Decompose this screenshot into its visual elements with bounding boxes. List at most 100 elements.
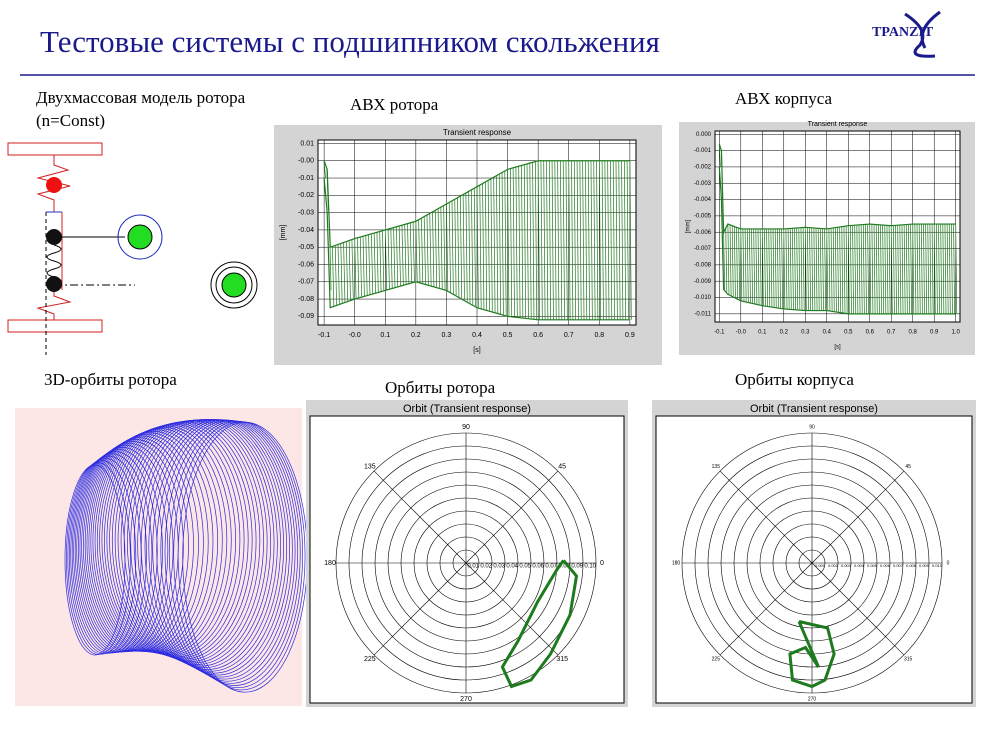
grid-spoke	[465, 562, 559, 656]
r-tick-label: 0.08	[558, 564, 570, 570]
y-tick-label: -0.04	[298, 227, 314, 234]
grid-spoke	[719, 562, 813, 656]
r-tick-label: 0.04	[506, 564, 518, 570]
envelope-line	[323, 160, 630, 249]
y-tick-label: -0.006	[694, 230, 712, 236]
x-tick-label: 0.8	[909, 330, 918, 336]
section-label: Двухмассовая модель ротора	[36, 88, 246, 107]
oscillation	[323, 160, 632, 320]
y-axis-label: [mm]	[686, 220, 692, 234]
y-tick-label: -0.007	[694, 246, 712, 252]
response-chart: Transient response [s] [mm] -0.1 -0.0 0.1 0.2 0…	[679, 121, 975, 355]
x-tick-label: 0.9	[930, 330, 939, 336]
orbit-3d-line	[156, 419, 293, 680]
y-tick-label: -0.010	[694, 295, 712, 301]
x-tick-label: -0.1	[318, 332, 330, 339]
r-tick-label: 0.005	[867, 563, 878, 568]
orbit-3d-line	[164, 420, 299, 684]
angle-label: 225	[712, 656, 721, 662]
orbit-3d-panel	[15, 408, 302, 706]
orbit-chart: Orbit (Transient response)0.01 0.02 0.03 0.…	[306, 400, 628, 707]
y-tick-label: -0.09	[298, 313, 314, 320]
x-tick-label: 0.1	[380, 332, 390, 339]
x-tick-label: 0.5	[503, 332, 513, 339]
grid-spoke	[811, 470, 905, 564]
orbit-path	[788, 620, 836, 689]
x-tick-label: 0.2	[411, 332, 421, 339]
r-tick-label: 0.002	[828, 563, 839, 568]
orbit-3d	[64, 419, 308, 693]
spring	[36, 290, 72, 320]
grid-spoke	[719, 470, 813, 564]
x-tick-label: 0.5	[844, 330, 853, 336]
logo-mark	[904, 10, 941, 58]
response-chart: Transient response [s] [mm] -0.1 -0.0 0.1 0.2 0…	[274, 125, 662, 365]
angle-label: 270	[808, 696, 817, 702]
angle-label: 135	[364, 464, 376, 471]
envelope-line	[323, 177, 630, 321]
y-tick-label: 0.000	[696, 132, 712, 138]
chart-title: Orbit (Transient response)	[403, 403, 531, 415]
y-tick-label: -0.03	[298, 209, 314, 216]
x-tick-label: 0.7	[887, 330, 896, 336]
chart-title: Transient response	[808, 121, 868, 128]
angle-label: 315	[904, 656, 913, 662]
x-tick-label: 0.7	[564, 332, 574, 339]
r-tick-label: 0.010	[932, 563, 943, 568]
x-tick-label: 0.1	[758, 330, 767, 336]
oscillation	[718, 144, 958, 314]
mass	[46, 229, 62, 245]
x-tick-label: 0.2	[780, 330, 789, 336]
r-tick-label: 0.004	[854, 563, 865, 568]
r-tick-label: 0.05	[519, 564, 531, 570]
casing-ring	[215, 266, 253, 304]
envelope-line	[718, 166, 956, 315]
y-tick-label: -0.002	[694, 164, 712, 170]
orbit-3d-line	[168, 420, 301, 686]
r-tick-label: 0.02	[480, 564, 492, 570]
orbit-3d-line	[152, 419, 290, 678]
r-tick-label: 0.03	[493, 564, 505, 570]
angle-label: 225	[364, 656, 376, 663]
angle-label: 180	[672, 560, 681, 566]
chart-title: Orbit (Transient response)	[750, 403, 878, 415]
r-tick-label: 0.006	[880, 563, 891, 568]
x-tick-label: 1.0	[952, 330, 961, 336]
orbit-3d-line	[177, 421, 306, 691]
y-tick-label: -0.05	[298, 244, 314, 251]
x-tick-label: -0.1	[714, 330, 725, 336]
bearing-top	[7, 142, 103, 156]
angle-label: 135	[712, 464, 721, 470]
angle-label: 315	[556, 656, 568, 663]
x-axis-label: [s]	[834, 345, 841, 351]
logo-text: TPANZIT	[872, 25, 934, 40]
angle-label: 90	[462, 424, 470, 431]
chart-title: Transient response	[443, 128, 512, 137]
grid-spoke	[373, 470, 467, 564]
orbit-path	[500, 559, 579, 689]
r-tick-label: 0.10	[584, 564, 596, 570]
x-tick-label: 0.9	[625, 332, 635, 339]
orbit-chart: Orbit (Transient response)0.001 0.002 0.00…	[652, 400, 976, 707]
y-tick-label: -0.001	[694, 148, 712, 154]
section-label: 3D-орбиты ротора	[44, 370, 177, 389]
r-tick-label: 0.001	[815, 563, 826, 568]
x-tick-label: 0.8	[594, 332, 604, 339]
x-tick-label: 0.3	[442, 332, 452, 339]
y-tick-label: -0.005	[694, 213, 712, 219]
angle-label: 90	[809, 424, 815, 430]
rotor-model	[7, 142, 258, 355]
y-axis-label: [mm]	[280, 225, 287, 241]
y-tick-label: -0.003	[694, 181, 712, 187]
y-tick-label: -0.01	[298, 175, 314, 182]
grid-spoke	[811, 562, 905, 656]
rotor-ring	[117, 214, 163, 260]
r-tick-label: 0.003	[841, 563, 852, 568]
section-label: Орбиты ротора	[385, 378, 496, 397]
y-tick-label: -0.02	[298, 192, 314, 199]
casing-disc	[221, 272, 247, 298]
mass	[46, 276, 62, 292]
section-label: АВХ корпуса	[735, 89, 832, 108]
x-tick-label: 0.3	[801, 330, 810, 336]
